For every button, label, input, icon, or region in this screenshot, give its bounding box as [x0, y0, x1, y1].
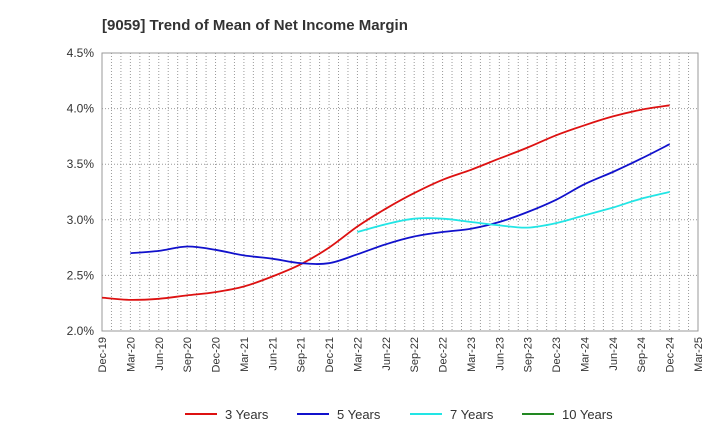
- x-tick-label: Mar-22: [352, 337, 364, 372]
- x-tick-label: Mar-20: [125, 337, 137, 372]
- x-tick-label: Sep-20: [182, 337, 194, 372]
- x-axis: Dec-19 Mar-20 Jun-20 Sep-20 Dec-20 Mar-21 Jun-…: [97, 337, 705, 372]
- legend-label-5-years: 5 Years: [337, 407, 381, 422]
- series-line-5-years: [130, 143, 671, 265]
- x-tick-label: Jun-24: [608, 337, 620, 371]
- legend-label-3-years: 3 Years: [225, 407, 269, 422]
- x-tick-label: Sep-21: [296, 337, 308, 372]
- x-tick-label: Dec-20: [211, 337, 223, 372]
- x-tick-label: Sep-23: [523, 337, 535, 372]
- x-tick-label: Dec-19: [97, 337, 109, 372]
- y-tick-label: 3.5%: [67, 157, 95, 171]
- y-tick-label: 4.5%: [67, 46, 95, 60]
- series-line-3-years: [101, 104, 670, 301]
- x-tick-label: Mar-21: [239, 337, 251, 372]
- x-tick-label: Mar-23: [466, 337, 478, 372]
- y-tick-label: 2.5%: [67, 268, 95, 282]
- x-tick-label: Dec-23: [551, 337, 563, 372]
- x-tick-label: Dec-24: [665, 337, 677, 372]
- x-tick-label: Jun-22: [381, 337, 393, 371]
- x-tick-label: Dec-22: [438, 337, 450, 372]
- series-lines: [101, 104, 671, 301]
- legend-label-7-years: 7 Years: [450, 407, 494, 422]
- plot-frame: [101, 52, 699, 332]
- y-tick-label: 2.0%: [67, 324, 95, 338]
- x-tick-label: Sep-22: [409, 337, 421, 372]
- x-tick-label: Sep-24: [636, 337, 648, 372]
- y-tick-label: 3.0%: [67, 213, 95, 227]
- legend-label-10-years: 10 Years: [562, 407, 613, 422]
- x-tick-label: Mar-25: [693, 337, 705, 372]
- y-tick-label: 4.0%: [67, 102, 95, 116]
- series-line-7-years: [357, 191, 670, 233]
- y-axis: 2.0% 2.5% 3.0% 3.5% 4.0% 4.5%: [67, 46, 95, 338]
- x-tick-label: Dec-21: [324, 337, 336, 372]
- grid: [102, 53, 698, 331]
- x-tick-label: Jun-20: [154, 337, 166, 371]
- x-tick-label: Jun-23: [494, 337, 506, 371]
- x-tick-label: Mar-24: [579, 337, 591, 372]
- x-tick-label: Jun-21: [267, 337, 279, 371]
- legend: 3 Years 5 Years 7 Years 10 Years: [185, 407, 613, 422]
- chart-title: [9059] Trend of Mean of Net Income Margi…: [102, 17, 408, 34]
